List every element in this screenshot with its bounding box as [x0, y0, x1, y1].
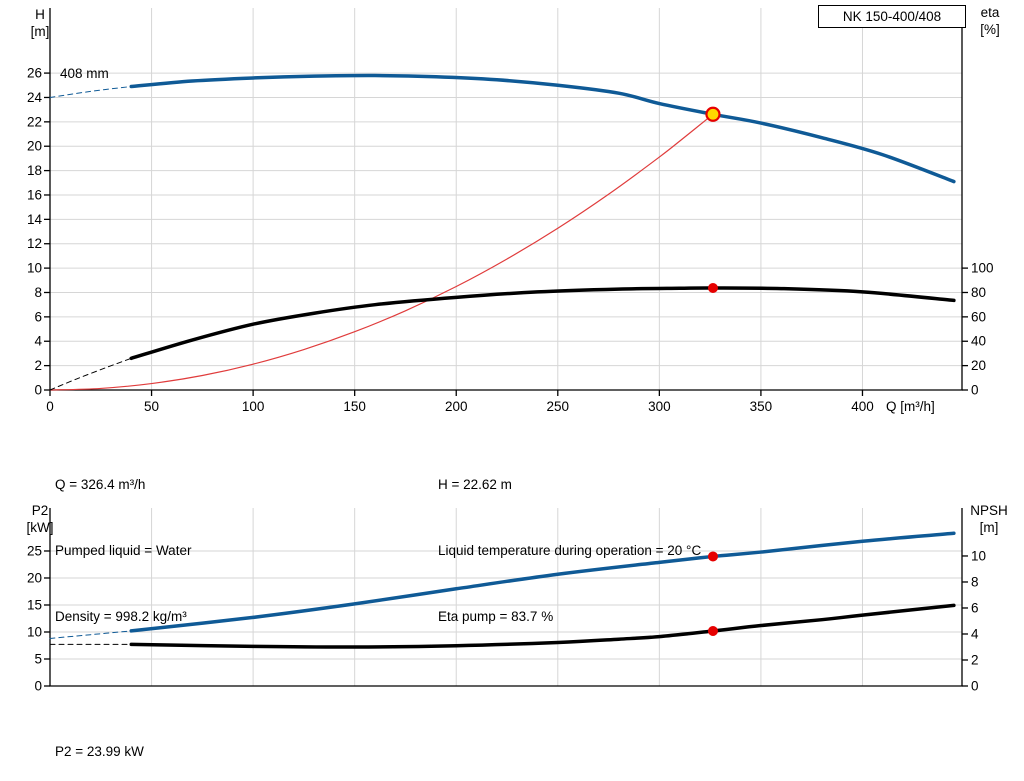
h-axis-symbol: H — [35, 7, 45, 22]
result-density: Density = 998.2 kg/m³ — [55, 609, 187, 624]
p2-curve-extrapolated — [49, 630, 132, 639]
svg-text:22: 22 — [27, 114, 42, 129]
svg-text:18: 18 — [27, 163, 42, 178]
svg-text:200: 200 — [445, 399, 468, 414]
svg-text:8: 8 — [34, 285, 42, 300]
svg-text:100: 100 — [242, 399, 265, 414]
eta-curve — [129, 286, 956, 361]
npsh-axis-unit: [m] — [979, 520, 999, 535]
svg-text:24: 24 — [27, 90, 43, 105]
svg-text:400: 400 — [851, 399, 874, 414]
svg-text:150: 150 — [343, 399, 366, 414]
svg-text:0: 0 — [34, 383, 42, 398]
svg-text:26: 26 — [27, 66, 42, 81]
svg-text:100: 100 — [971, 261, 994, 276]
svg-text:25: 25 — [27, 543, 42, 558]
eta-curve-extrapolated — [49, 357, 132, 391]
duty-point-p2[interactable] — [707, 551, 718, 562]
svg-text:10: 10 — [27, 624, 42, 639]
svg-text:0: 0 — [46, 399, 54, 414]
p2-axis-symbol: P2 — [31, 503, 49, 518]
result-eta-pump: Eta pump = 83.7 % — [438, 609, 554, 624]
svg-text:0: 0 — [971, 679, 979, 694]
svg-text:20: 20 — [27, 139, 42, 154]
svg-text:350: 350 — [750, 399, 773, 414]
svg-text:40: 40 — [971, 334, 986, 349]
y-left-axis-title-top: H [m] — [16, 6, 64, 40]
y-right-axis-title-bottom: NPSH [m] — [960, 502, 1018, 536]
results-bottom: P2 = 23.99 kW NPSH = 4.23 m Max power P2… — [55, 697, 363, 781]
svg-text:80: 80 — [971, 285, 986, 300]
results-top-col1: Q = 326.4 m³/h Pumped liquid = Water Den… — [55, 430, 191, 672]
duty-point-qh[interactable] — [705, 106, 721, 122]
result-head: H = 22.62 m — [438, 477, 512, 492]
svg-text:4: 4 — [971, 626, 979, 641]
svg-text:50: 50 — [144, 399, 159, 414]
svg-text:20: 20 — [27, 570, 42, 585]
pump-curve-extrapolated — [49, 85, 132, 98]
svg-text:2: 2 — [971, 652, 979, 667]
results-top-col2: H = 22.62 m Liquid temperature during op… — [438, 430, 701, 672]
result-liquid-temperature: Liquid temperature during operation = 20… — [438, 543, 702, 558]
result-p2: P2 = 23.99 kW — [55, 744, 144, 759]
pump-curve-408mm — [129, 73, 956, 184]
npsh-curve — [129, 603, 956, 649]
svg-text:60: 60 — [971, 309, 986, 324]
h-axis-unit: [m] — [30, 24, 50, 39]
svg-text:6: 6 — [34, 309, 42, 324]
x-axis-title: Q [m³/h] — [886, 399, 935, 414]
duty-point-npsh[interactable] — [707, 626, 718, 637]
svg-text:4: 4 — [34, 334, 42, 349]
svg-text:300: 300 — [648, 399, 671, 414]
result-flow: Q = 326.4 m³/h — [55, 477, 146, 492]
pump-model-box: NK 150-400/408 — [818, 5, 966, 28]
svg-text:20: 20 — [971, 358, 986, 373]
svg-text:12: 12 — [27, 236, 42, 251]
result-pumped-liquid: Pumped liquid = Water — [55, 543, 192, 558]
svg-text:8: 8 — [971, 574, 979, 589]
duty-point-eta[interactable] — [707, 282, 718, 293]
svg-text:16: 16 — [27, 187, 42, 202]
svg-text:5: 5 — [34, 651, 42, 666]
eta-axis-unit: [%] — [980, 22, 1000, 37]
npsh-axis-symbol: NPSH — [970, 503, 1008, 518]
pump-model-label: NK 150-400/408 — [842, 9, 942, 24]
p2-curve — [129, 531, 956, 633]
svg-text:15: 15 — [27, 597, 42, 612]
svg-text:10: 10 — [27, 261, 42, 276]
system-curve — [49, 113, 714, 391]
svg-text:0: 0 — [971, 383, 979, 398]
svg-text:14: 14 — [27, 212, 43, 227]
eta-axis-symbol: eta — [980, 5, 1000, 20]
impeller-diameter-label: 408 mm — [60, 66, 109, 81]
svg-text:2: 2 — [34, 358, 42, 373]
y-left-axis-title-bottom: P2 [kW] — [16, 502, 64, 536]
svg-text:250: 250 — [547, 399, 570, 414]
svg-text:10: 10 — [971, 548, 986, 563]
svg-text:6: 6 — [971, 600, 979, 615]
svg-text:0: 0 — [34, 679, 42, 694]
p2-axis-unit: [kW] — [26, 520, 54, 535]
y-right-axis-title-top: eta [%] — [964, 4, 1016, 38]
